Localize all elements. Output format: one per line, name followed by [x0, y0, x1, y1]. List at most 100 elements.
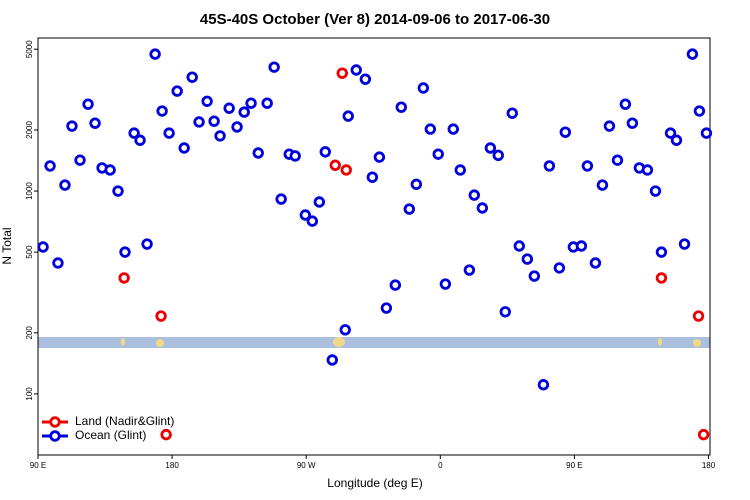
land-shape — [658, 338, 662, 346]
point — [596, 179, 609, 191]
x-tick-label: 90 E — [30, 461, 46, 470]
point — [313, 196, 326, 208]
point — [66, 120, 78, 132]
point — [178, 142, 190, 154]
point — [340, 164, 352, 176]
point — [553, 262, 566, 274]
point — [506, 107, 518, 119]
point — [128, 127, 140, 139]
point — [603, 120, 616, 132]
point — [581, 160, 594, 172]
point — [649, 185, 662, 197]
point — [641, 164, 654, 176]
point — [252, 147, 264, 159]
point — [447, 123, 459, 135]
point — [499, 306, 511, 318]
x-tick-label: 180 — [702, 461, 716, 470]
point — [476, 202, 489, 214]
legend-marker — [49, 416, 61, 428]
point — [82, 98, 94, 110]
point — [261, 97, 273, 109]
point — [319, 146, 331, 158]
chart-title: 45S-40S October (Ver 8) 2014-09-06 to 20… — [200, 11, 550, 28]
point — [89, 117, 101, 129]
point — [373, 151, 386, 163]
point — [134, 134, 146, 146]
point — [59, 179, 71, 191]
point — [201, 95, 213, 107]
point — [214, 130, 226, 142]
point — [329, 159, 341, 171]
point — [231, 121, 243, 133]
plot-frame — [37, 37, 711, 456]
point — [492, 149, 504, 162]
point — [289, 150, 301, 162]
point — [693, 105, 706, 117]
point — [537, 379, 550, 391]
point — [575, 240, 588, 252]
point — [664, 127, 677, 139]
x-axis-label: Longitude (deg E) — [327, 476, 422, 490]
point — [112, 185, 124, 197]
point — [299, 209, 312, 221]
point — [468, 189, 480, 201]
y-tick-label: 500 — [25, 245, 34, 259]
point — [380, 302, 393, 314]
point — [439, 278, 452, 290]
point — [118, 272, 130, 284]
point — [350, 64, 362, 76]
point — [626, 117, 639, 129]
y-tick-label: 1000 — [25, 182, 34, 200]
point — [74, 154, 86, 166]
point — [326, 354, 338, 366]
point — [156, 105, 168, 117]
point — [268, 61, 280, 73]
point — [186, 71, 198, 83]
point — [366, 171, 379, 183]
land-shape — [156, 339, 164, 347]
map-band — [38, 337, 710, 348]
point — [395, 101, 407, 113]
legend-marker — [49, 430, 61, 442]
point — [619, 98, 632, 110]
point — [686, 48, 699, 60]
y-tick-label: 100 — [25, 387, 34, 401]
land-shape — [333, 337, 345, 347]
point — [700, 127, 713, 139]
point — [336, 67, 348, 79]
point — [655, 246, 668, 258]
point — [44, 160, 56, 172]
point — [245, 97, 257, 109]
point — [417, 82, 430, 94]
point — [670, 134, 683, 146]
point — [306, 215, 319, 227]
point — [403, 203, 416, 215]
point — [359, 73, 372, 85]
point — [389, 279, 402, 291]
x-tick-label: 90 W — [297, 461, 316, 470]
point — [424, 123, 437, 135]
point — [275, 193, 287, 205]
point — [589, 257, 602, 269]
point — [559, 126, 572, 138]
point — [697, 428, 710, 441]
point — [432, 148, 444, 160]
y-axis-label: N Total — [0, 227, 14, 264]
point — [342, 110, 354, 122]
point — [521, 253, 534, 265]
point — [484, 142, 497, 154]
y-tick-label: 5000 — [25, 40, 34, 58]
y-tick-label: 200 — [25, 326, 34, 340]
point — [611, 154, 624, 166]
point — [528, 270, 541, 282]
point — [193, 116, 205, 128]
point — [238, 106, 250, 118]
point — [104, 164, 116, 176]
land-shape — [693, 339, 701, 347]
point — [339, 324, 351, 336]
point — [223, 102, 235, 114]
legend-label: Land (Nadir&Glint) — [75, 414, 174, 428]
x-tick-label: 0 — [438, 461, 443, 470]
land-shape — [121, 338, 125, 346]
